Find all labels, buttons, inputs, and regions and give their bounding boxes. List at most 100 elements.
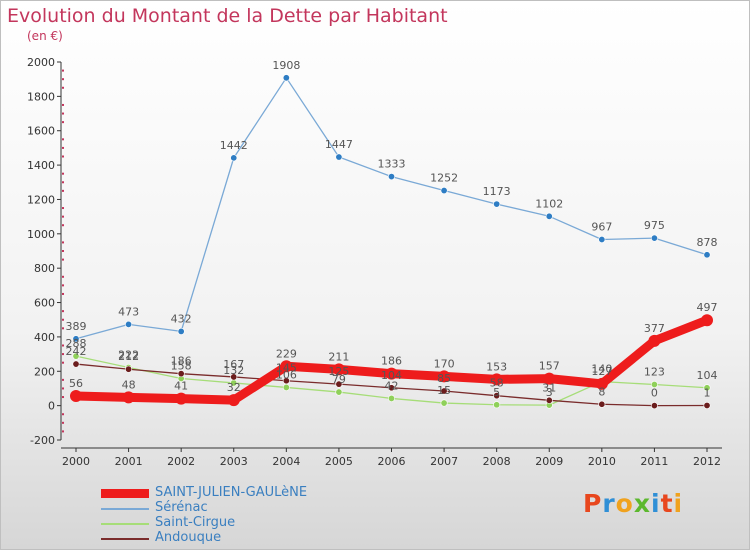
y-minor-tick — [62, 258, 64, 261]
x-tick-label: 2009 — [535, 455, 563, 468]
logo-letter: x — [633, 489, 651, 518]
y-minor-tick — [62, 189, 64, 192]
y-minor-tick — [62, 181, 64, 184]
data-point — [230, 373, 238, 381]
data-label: 377 — [644, 322, 665, 335]
y-minor-tick — [62, 250, 64, 252]
data-label: 79 — [332, 373, 346, 386]
data-point — [545, 396, 553, 404]
x-tick-label: 2010 — [588, 455, 616, 468]
data-label: 1 — [704, 386, 711, 399]
y-minor-tick — [62, 172, 64, 175]
data-point — [493, 401, 501, 409]
data-label: 132 — [223, 364, 244, 377]
y-tick-label: 1200 — [27, 193, 55, 206]
y-minor-tick — [62, 430, 64, 433]
data-point — [440, 387, 448, 395]
data-label: 967 — [591, 220, 612, 233]
y-tick-label: 1000 — [27, 228, 55, 241]
y-minor-tick — [62, 69, 64, 72]
data-label: 222 — [118, 348, 139, 361]
legend-label: Sérénac — [155, 500, 208, 515]
data-label: 1447 — [325, 138, 353, 151]
x-tick-label: 2006 — [378, 455, 406, 468]
data-label: 242 — [66, 345, 87, 358]
data-point — [227, 394, 240, 407]
legend-swatch — [101, 489, 149, 498]
data-label: 5 — [493, 386, 500, 399]
data-label: 432 — [171, 312, 192, 325]
data-point — [387, 384, 395, 392]
x-tick-label: 2011 — [640, 455, 668, 468]
data-label: 125 — [328, 365, 349, 378]
data-label: 0 — [651, 387, 658, 400]
y-minor-tick — [62, 292, 64, 295]
data-label: 497 — [697, 301, 718, 314]
data-label: 145 — [276, 362, 297, 375]
data-point — [125, 365, 133, 373]
data-point — [703, 384, 711, 392]
data-point — [703, 401, 711, 409]
y-tick-label: 0 — [48, 400, 55, 413]
data-point — [440, 399, 448, 407]
data-label: 32 — [227, 381, 241, 394]
data-point — [543, 372, 556, 385]
data-label: 1442 — [220, 139, 248, 152]
data-label: 170 — [434, 357, 455, 370]
chart-title: Evolution du Montant de la Dette par Hab… — [7, 5, 448, 27]
data-point — [72, 335, 80, 343]
data-point — [438, 370, 451, 383]
data-label: 1908 — [272, 59, 300, 72]
y-minor-tick — [62, 155, 64, 158]
y-minor-tick — [62, 86, 64, 89]
data-label: 158 — [171, 359, 192, 372]
data-point — [122, 391, 135, 404]
data-label: 41 — [174, 380, 188, 393]
data-point — [282, 74, 290, 82]
y-tick-label: 1400 — [27, 159, 55, 172]
y-minor-tick — [62, 421, 64, 424]
y-minor-tick — [62, 121, 64, 124]
legend-swatch — [101, 538, 149, 540]
chart-subtitle: (en €) — [27, 29, 63, 43]
y-tick-label: 400 — [34, 331, 55, 344]
data-label: 3 — [546, 386, 553, 399]
data-label: 123 — [644, 366, 665, 379]
data-label: 106 — [276, 368, 297, 381]
data-point — [387, 173, 395, 181]
x-tick-label: 2007 — [430, 455, 458, 468]
logo-letter: i — [673, 489, 684, 518]
series-line — [75, 77, 708, 340]
data-point — [598, 235, 606, 243]
x-tick-label: 2003 — [220, 455, 248, 468]
y-tick-label: 200 — [34, 365, 55, 378]
data-label: 85 — [437, 372, 451, 385]
data-label: 157 — [539, 360, 560, 373]
data-point — [177, 370, 185, 378]
data-point — [703, 251, 711, 259]
y-minor-tick — [62, 112, 64, 115]
y-minor-tick — [62, 396, 64, 399]
y-minor-tick — [62, 103, 64, 106]
data-label: 186 — [381, 355, 402, 368]
y-minor-tick — [62, 344, 64, 347]
x-tick-label: 2000 — [62, 455, 90, 468]
data-label: 1252 — [430, 172, 458, 185]
y-minor-tick — [62, 215, 64, 218]
data-point — [175, 392, 188, 405]
data-point — [70, 390, 82, 403]
data-label: 167 — [223, 358, 244, 371]
data-point — [385, 367, 398, 380]
data-label: 127 — [591, 365, 612, 378]
y-minor-tick — [62, 310, 64, 313]
data-label: 42 — [385, 379, 399, 392]
data-label: 473 — [118, 305, 139, 318]
data-point — [598, 400, 606, 408]
data-point — [387, 394, 395, 402]
data-point — [493, 200, 501, 208]
data-label: 104 — [697, 369, 718, 382]
data-label: 878 — [697, 236, 718, 249]
data-point — [125, 320, 133, 328]
y-minor-tick — [62, 353, 64, 356]
